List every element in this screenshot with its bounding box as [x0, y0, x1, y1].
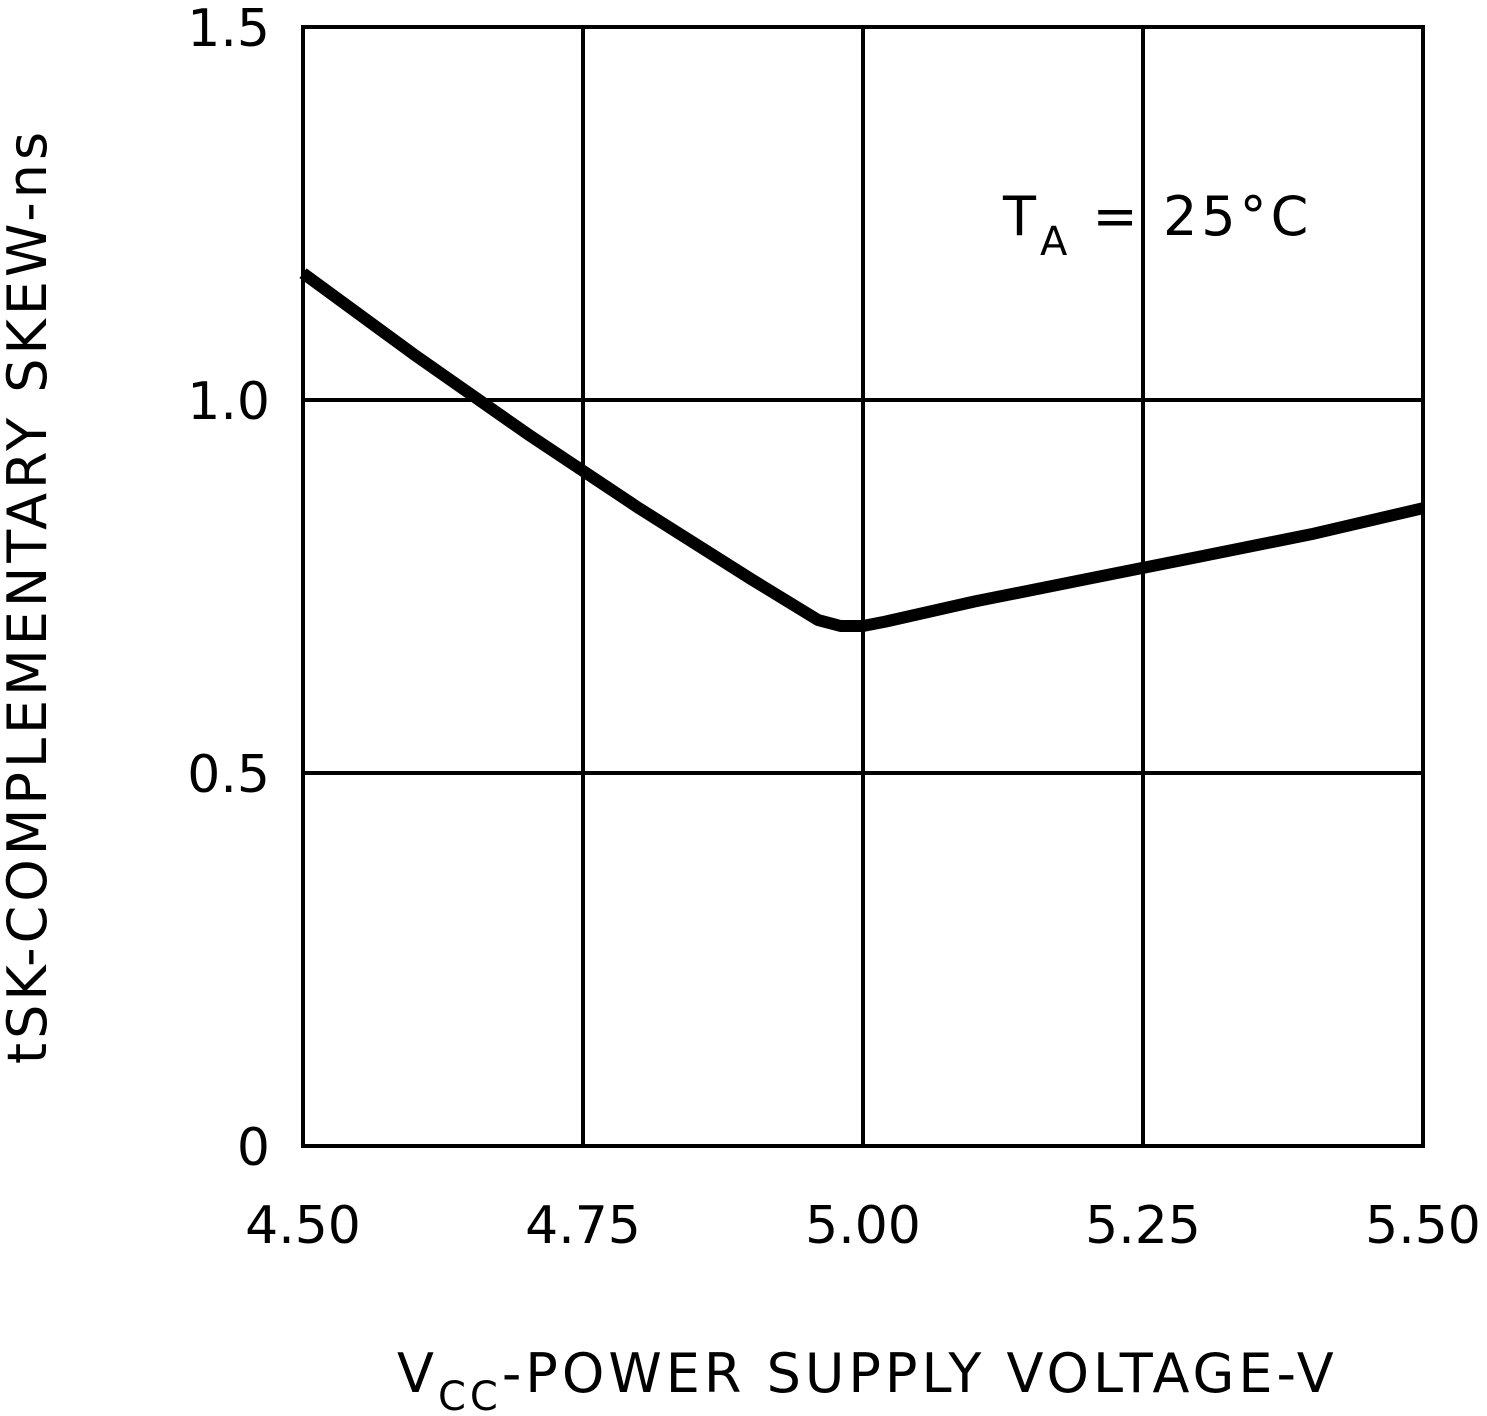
plot-frame	[301, 25, 1425, 1148]
y-tick-label: 0	[237, 1118, 270, 1178]
x-tick-label: 4.50	[245, 1196, 361, 1256]
x-axis-label-sub: CC	[438, 1374, 502, 1416]
annotation-main: T	[1002, 185, 1040, 248]
series-line	[299, 268, 1425, 632]
series-layer	[299, 268, 1425, 632]
x-tick-labels: 4.50 4.75 5.00 5.25 5.50	[245, 1196, 1481, 1256]
x-axis-label-main: V	[397, 1342, 438, 1405]
y-tick-label: 1.0	[187, 372, 270, 432]
y-tick-labels: 0 0.5 1.0 1.5	[187, 0, 270, 1178]
x-axis-label-rest: -POWER SUPPLY VOLTAGE-V	[502, 1342, 1338, 1405]
x-tick-label: 4.75	[525, 1196, 641, 1256]
x-tick-label: 5.25	[1085, 1196, 1201, 1256]
x-tick-label: 5.00	[805, 1196, 921, 1256]
y-tick-label: 1.5	[187, 0, 270, 59]
annotation-sub: A	[1040, 219, 1071, 265]
grid-lines	[303, 27, 1423, 1146]
x-tick-label: 5.50	[1365, 1196, 1481, 1256]
annotation-rest: = 25°C	[1071, 185, 1312, 248]
temperature-annotation: TA = 25°C	[1002, 185, 1312, 265]
x-axis-label: VCC-POWER SUPPLY VOLTAGE-V	[397, 1342, 1338, 1416]
y-axis-label: tSK-COMPLEMENTARY SKEW-ns	[0, 128, 59, 1064]
y-tick-label: 0.5	[187, 745, 270, 805]
